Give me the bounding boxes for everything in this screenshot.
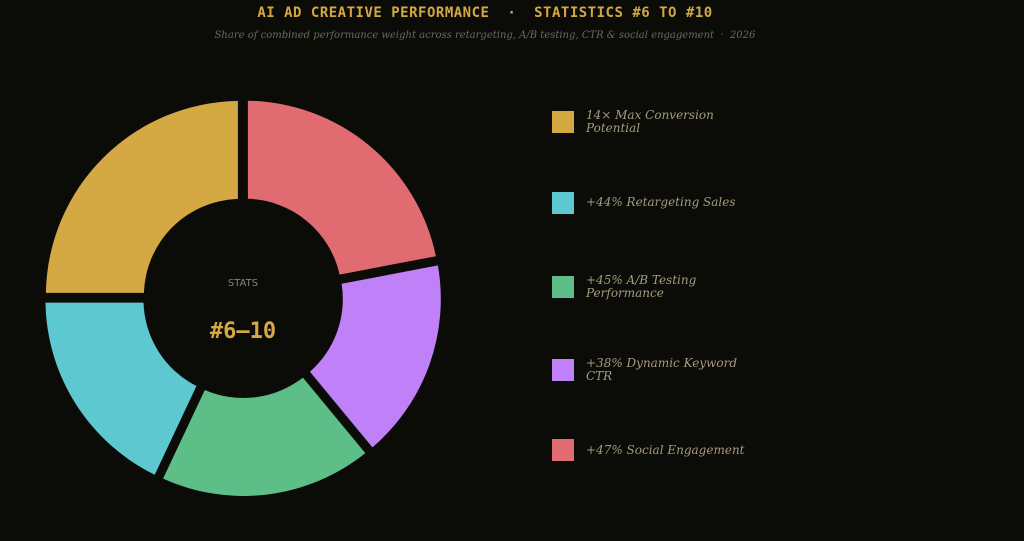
chart-title: AI AD CREATIVE PERFORMANCE · STATISTICS … — [257, 5, 713, 21]
legend-item-4: +38% Dynamic Keyword CTR — [552, 355, 746, 383]
donut-slice-5 — [247, 100, 436, 275]
legend-swatch-5 — [552, 439, 574, 461]
donut-slice-4 — [309, 265, 441, 448]
legend-swatch-1 — [552, 111, 574, 133]
legend-item-3: +45% A/B Testing Performance — [552, 274, 746, 300]
donut-slice-1 — [45, 100, 238, 293]
center-label: STATS — [228, 278, 258, 289]
chart-subtitle: Share of combined performance weight acr… — [214, 30, 756, 41]
donut-slice-3 — [163, 377, 366, 496]
chart-legend: 14× Max Conversion Potential +44% Retarge… — [552, 0, 852, 541]
donut-chart: STATS #6–10 — [45, 100, 441, 496]
donut-slices — [45, 100, 441, 496]
legend-label-4: +38% Dynamic Keyword CTR — [586, 355, 738, 383]
legend-label-2: +44% Retargeting Sales — [586, 195, 736, 209]
legend-item-2: +44% Retargeting Sales — [552, 191, 746, 214]
legend-swatch-3 — [552, 276, 574, 298]
legend-label-1: 14× Max Conversion Potential — [586, 108, 714, 135]
legend-swatch-2 — [552, 191, 574, 214]
legend-label-3: +45% A/B Testing Performance — [586, 273, 697, 300]
legend-item-1: 14× Max Conversion Potential — [552, 109, 746, 135]
legend-swatch-4 — [552, 358, 574, 381]
donut-slice-2 — [45, 302, 197, 475]
legend-item-5: +47% Social Engagement — [552, 439, 746, 461]
center-value: #6–10 — [210, 319, 276, 344]
legend-label-5: +47% Social Engagement — [586, 442, 745, 457]
